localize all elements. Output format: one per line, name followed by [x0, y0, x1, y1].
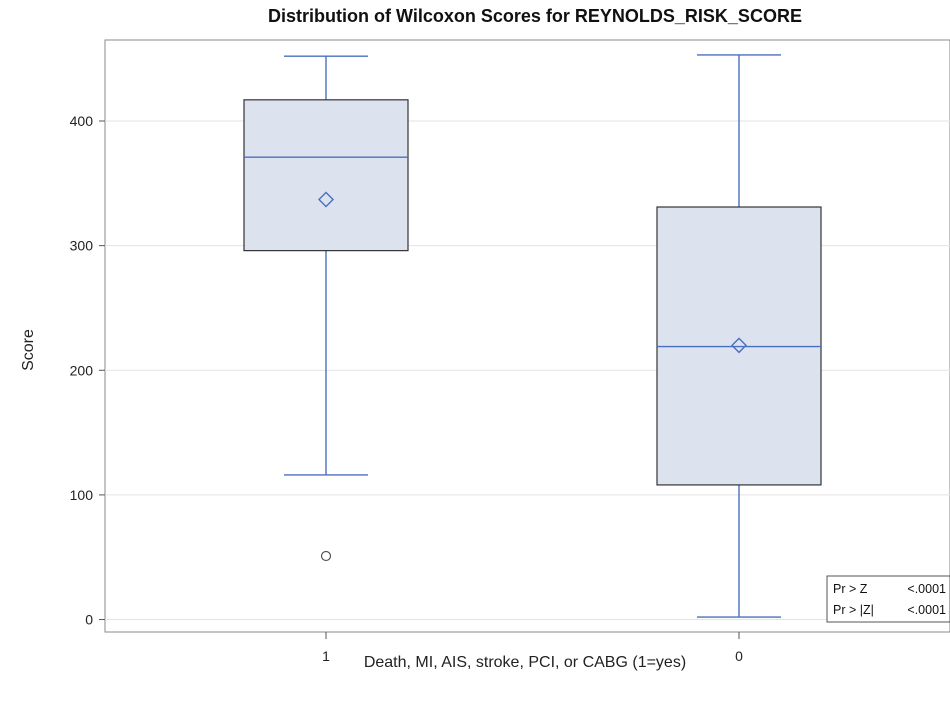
x-axis-label: Death, MI, AIS, stroke, PCI, or CABG (1=…	[363, 654, 687, 671]
plot-frame	[104, 39, 950, 633]
x-tick-label: 0	[735, 648, 743, 664]
gridlines	[105, 120, 950, 621]
x-tick-label: 1	[322, 648, 330, 664]
stat-label: Pr > |Z|	[833, 603, 874, 617]
y-tick-label: 300	[70, 238, 94, 254]
iqr-box	[243, 99, 409, 252]
y-tick-label: 0	[85, 612, 93, 628]
stat-value: <.0001	[907, 603, 946, 617]
stats-box: Pr > Z <.0001 Pr > |Z| <.0001	[826, 575, 950, 623]
boxes	[243, 54, 822, 618]
chart-title: Distribution of Wilcoxon Scores for REYN…	[268, 6, 802, 26]
y-tick-label: 200	[70, 362, 94, 378]
mean-marker	[318, 191, 334, 208]
y-tick-label: 100	[70, 487, 94, 503]
outlier-point	[320, 550, 332, 562]
stat-label: Pr > Z	[833, 582, 868, 596]
stats-box-frame	[826, 575, 950, 623]
mean-marker	[731, 337, 747, 354]
y-tick-label: 400	[70, 113, 94, 129]
stat-value: <.0001	[907, 582, 946, 596]
y-axis: 0 100 200 300 400	[70, 113, 105, 628]
